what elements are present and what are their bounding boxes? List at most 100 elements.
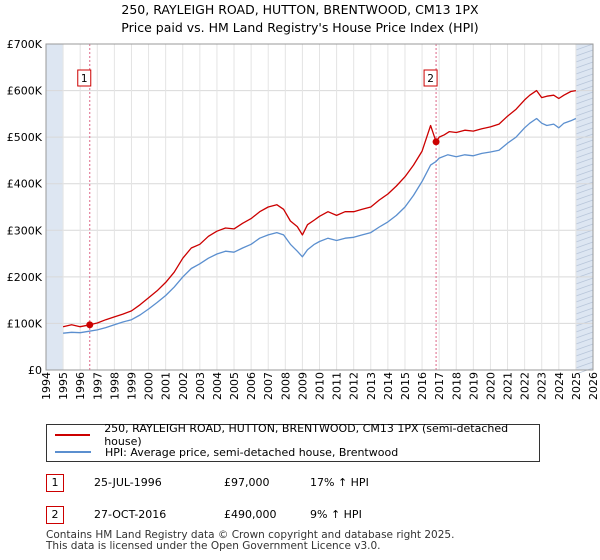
hatch-line [575,181,594,189]
legend-swatch-property [55,434,91,436]
legend-label-hpi: HPI: Average price, semi-detached house,… [105,445,399,459]
hatch-line [575,43,594,51]
hatch-line [575,277,594,285]
hatch-line [575,283,594,291]
hatch-line [575,253,594,261]
chart-title: 250, RAYLEIGH ROAD, HUTTON, BRENTWOOD, C… [121,2,479,17]
hatch-line [575,295,594,303]
hatch-line [575,259,594,267]
y-tick-label: £400K [7,178,43,191]
hatch-line [575,247,594,255]
x-tick-label: 2021 [502,372,515,400]
hatch-line [575,313,594,321]
x-tick-label: 2015 [399,372,412,400]
transaction-hpi-diff: 9% ↑ HPI [310,508,362,521]
x-tick-label: 2025 [570,372,583,400]
hatch-line [575,211,594,219]
x-tick-label: 2019 [467,372,480,400]
x-tick-label: 1994 [40,372,53,400]
hatch-line [575,115,594,123]
hatch-line [575,97,594,105]
footer-line-licence: This data is licensed under the Open Gov… [46,540,381,552]
x-tick-label: 2023 [536,372,549,400]
hatch-line [575,241,594,249]
plot-frame [45,43,594,371]
shaded-range [46,44,64,370]
annotation-box [77,69,92,87]
sale-marker [432,138,440,146]
sale-marker [86,321,94,329]
chart-legend: 250, RAYLEIGH ROAD, HUTTON, BRENTWOOD, C… [46,422,540,462]
hatch-line [575,121,594,129]
transaction-hpi-diff: 17% ↑ HPI [310,476,369,489]
x-tick-label: 2007 [262,372,275,400]
hatch-line [575,55,594,63]
transaction-date: 25-JUL-1996 [94,476,162,489]
transaction-row: 1 25-JUL-1996 £97,000 17% ↑ HPI [46,474,566,494]
hatch-line [575,223,594,231]
hatch-line [575,175,594,183]
hatch-line [575,199,594,207]
y-tick-label: £100K [7,317,43,330]
series-line-property [62,89,577,328]
chart-subtitle: Price paid vs. HM Land Registry's House … [121,20,479,35]
x-tick-label: 1999 [125,372,138,400]
legend-item-property: 250, RAYLEIGH ROAD, HUTTON, BRENTWOOD, C… [55,422,539,448]
x-tick-label: 2013 [365,372,378,400]
x-tick-label: 2014 [382,372,395,400]
hatch-line [575,229,594,237]
y-tick-label: £600K [7,85,43,98]
x-tick-label: 2011 [331,372,344,400]
hatch-line [575,61,594,69]
hatch-line [575,73,594,81]
hatch-line [575,367,594,375]
x-tick-label: 2010 [314,372,327,400]
hatch-line [575,343,594,351]
hatch-line [575,79,594,87]
x-tick-label: 2006 [245,372,258,400]
hatch-line [575,193,594,201]
legend-label-property: 250, RAYLEIGH ROAD, HUTTON, BRENTWOOD, C… [104,422,509,448]
y-tick-label: £0 [28,364,42,377]
series-line-hpi [63,117,577,334]
x-tick-label: 2022 [519,372,532,400]
x-tick-label: 2000 [143,372,156,400]
x-tick-label: 1995 [57,372,70,400]
x-tick-label: 2016 [416,372,429,400]
x-tick-label: 2026 [587,372,600,400]
x-tick-label: 2018 [450,372,463,400]
hatch-line [575,109,594,117]
hatch-line [575,169,594,177]
hatch-line [575,289,594,297]
hatch-line [575,337,594,345]
hatch-line [575,307,594,315]
transaction-price: £97,000 [224,476,270,489]
hatch-line [575,67,594,75]
x-tick-label: 2008 [279,372,292,400]
transaction-price: £490,000 [224,508,277,521]
hatch-line [575,157,594,165]
y-tick-label: £300K [7,224,43,237]
hatch-line [575,145,594,153]
hatch-line [575,325,594,333]
x-tick-label: 1996 [74,372,87,400]
annotation-label: 2 [427,73,434,85]
hatch-line [575,349,594,357]
hatch-line [575,355,594,363]
hatch-line [575,139,594,147]
annotation-label: 1 [81,73,88,85]
hatch-line [575,361,594,369]
legend-item-hpi: HPI: Average price, semi-detached house,… [55,444,398,460]
hatch-line [575,163,594,171]
y-tick-label: £200K [7,271,43,284]
hatch-line [575,103,594,111]
legend-swatch-hpi [55,451,91,453]
x-tick-label: 2012 [348,372,361,400]
hatch-line [575,235,594,243]
y-tick-label: £500K [7,131,43,144]
hatch-line [575,301,594,309]
hatch-line [575,205,594,213]
annotation-box [423,69,438,87]
footer-attribution: Contains HM Land Registry data © Crown c… [46,530,454,552]
footer-line-copyright: Contains HM Land Registry data © Crown c… [46,529,455,541]
